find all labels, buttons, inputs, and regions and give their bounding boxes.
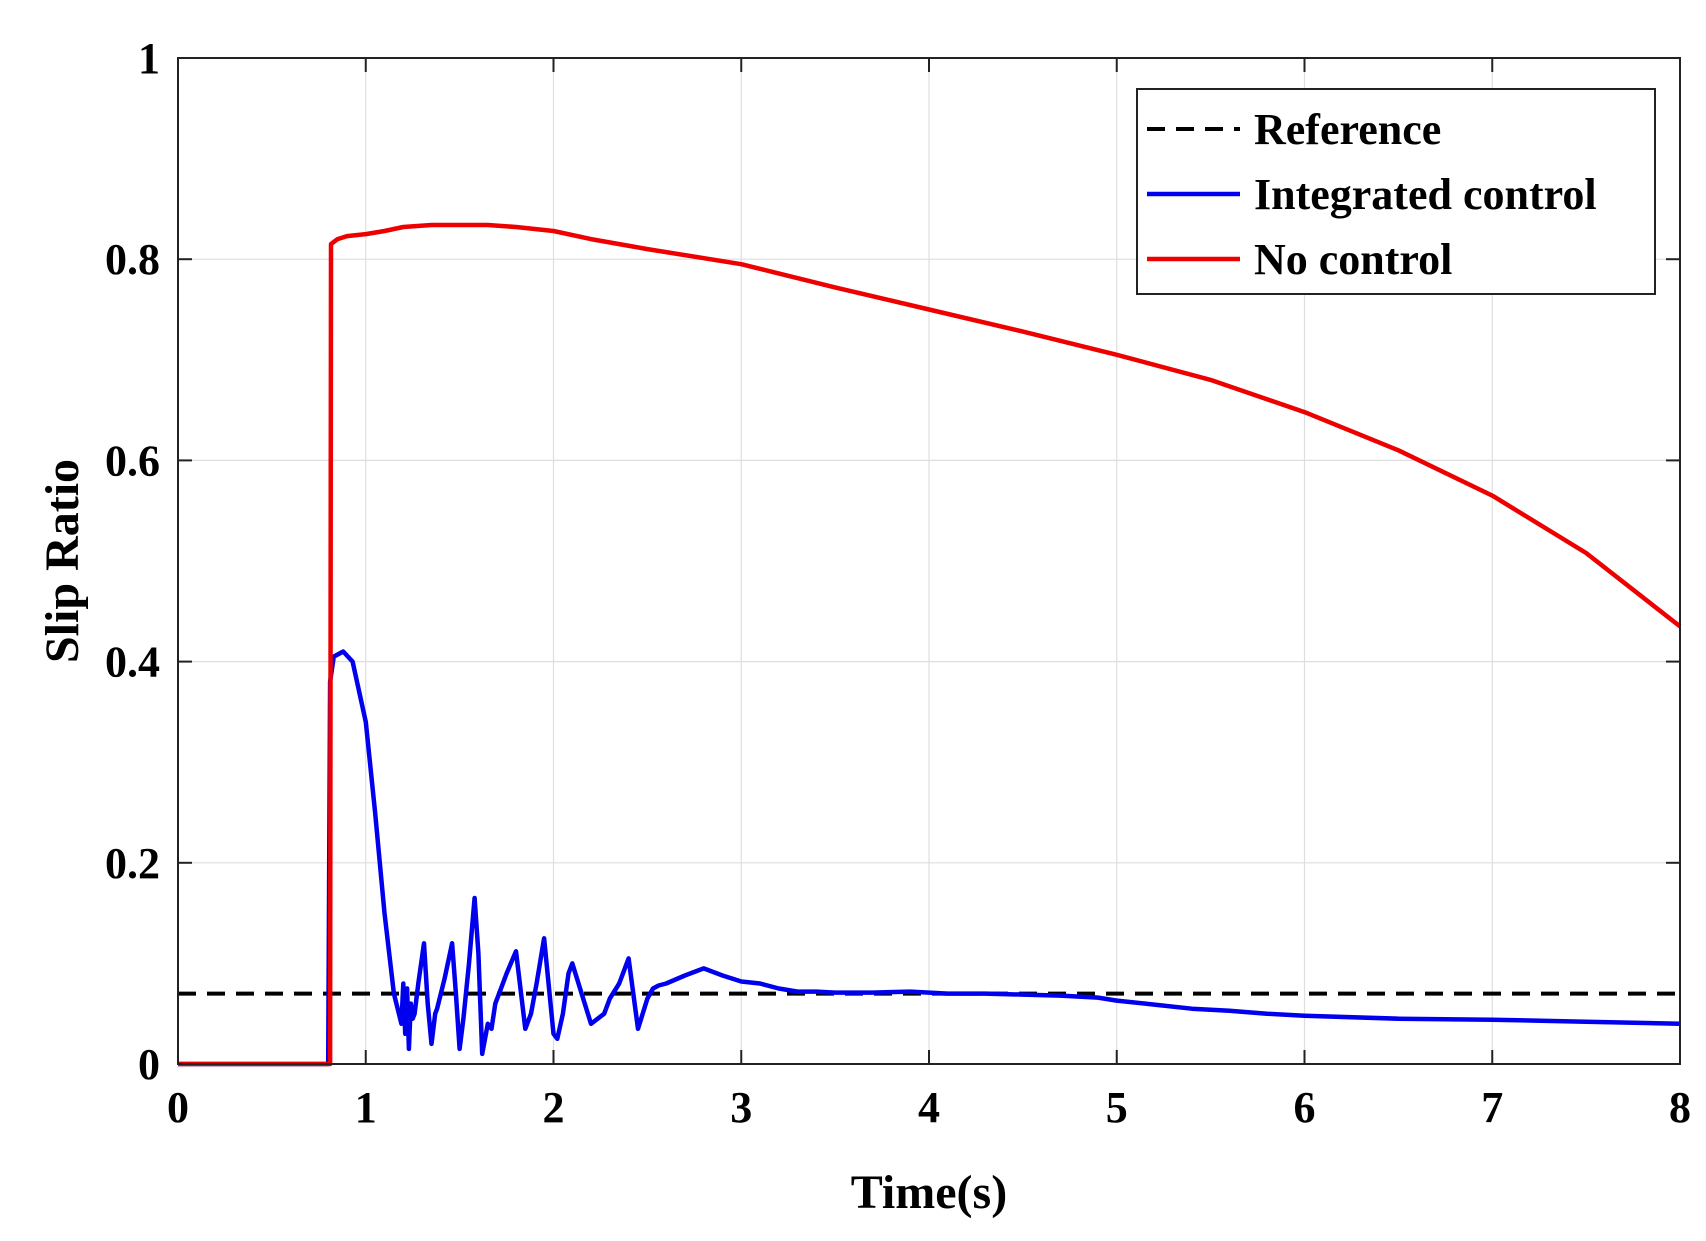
x-tick-label: 8 [1669, 1083, 1691, 1132]
axes: 0 1 2 3 4 5 6 7 8 0 0.2 0.4 0.6 0.8 1 [105, 34, 1691, 1132]
x-tick-label: 6 [1294, 1083, 1316, 1132]
legend-label: Reference [1254, 105, 1441, 154]
y-tick-label: 1 [138, 34, 160, 83]
series-line-integrated-control [178, 649, 1681, 1067]
x-tick-label: 0 [167, 1083, 189, 1132]
x-tick-label: 4 [918, 1083, 940, 1132]
y-tick-label: 0.8 [105, 235, 160, 284]
series-line-no-control [178, 222, 1682, 1067]
x-tick-label: 3 [730, 1083, 752, 1132]
legend-label: Integrated control [1254, 170, 1597, 219]
x-tick-label: 2 [543, 1083, 565, 1132]
y-tick-label: 0.6 [105, 436, 160, 485]
y-tick-label: 0.2 [105, 839, 160, 888]
legend: Reference Integrated control No control [1136, 88, 1656, 295]
y-tick-label: 0.4 [105, 638, 160, 687]
x-axis-title: Time(s) [851, 1166, 1007, 1219]
legend-label: No control [1254, 235, 1452, 284]
series-lines [178, 222, 1682, 1067]
y-tick-label: 0 [138, 1040, 160, 1089]
x-tick-label: 1 [355, 1083, 377, 1132]
y-axis-title: Slip Ratio [36, 459, 89, 663]
x-tick-label: 7 [1481, 1083, 1503, 1132]
x-tick-label: 5 [1106, 1083, 1128, 1132]
